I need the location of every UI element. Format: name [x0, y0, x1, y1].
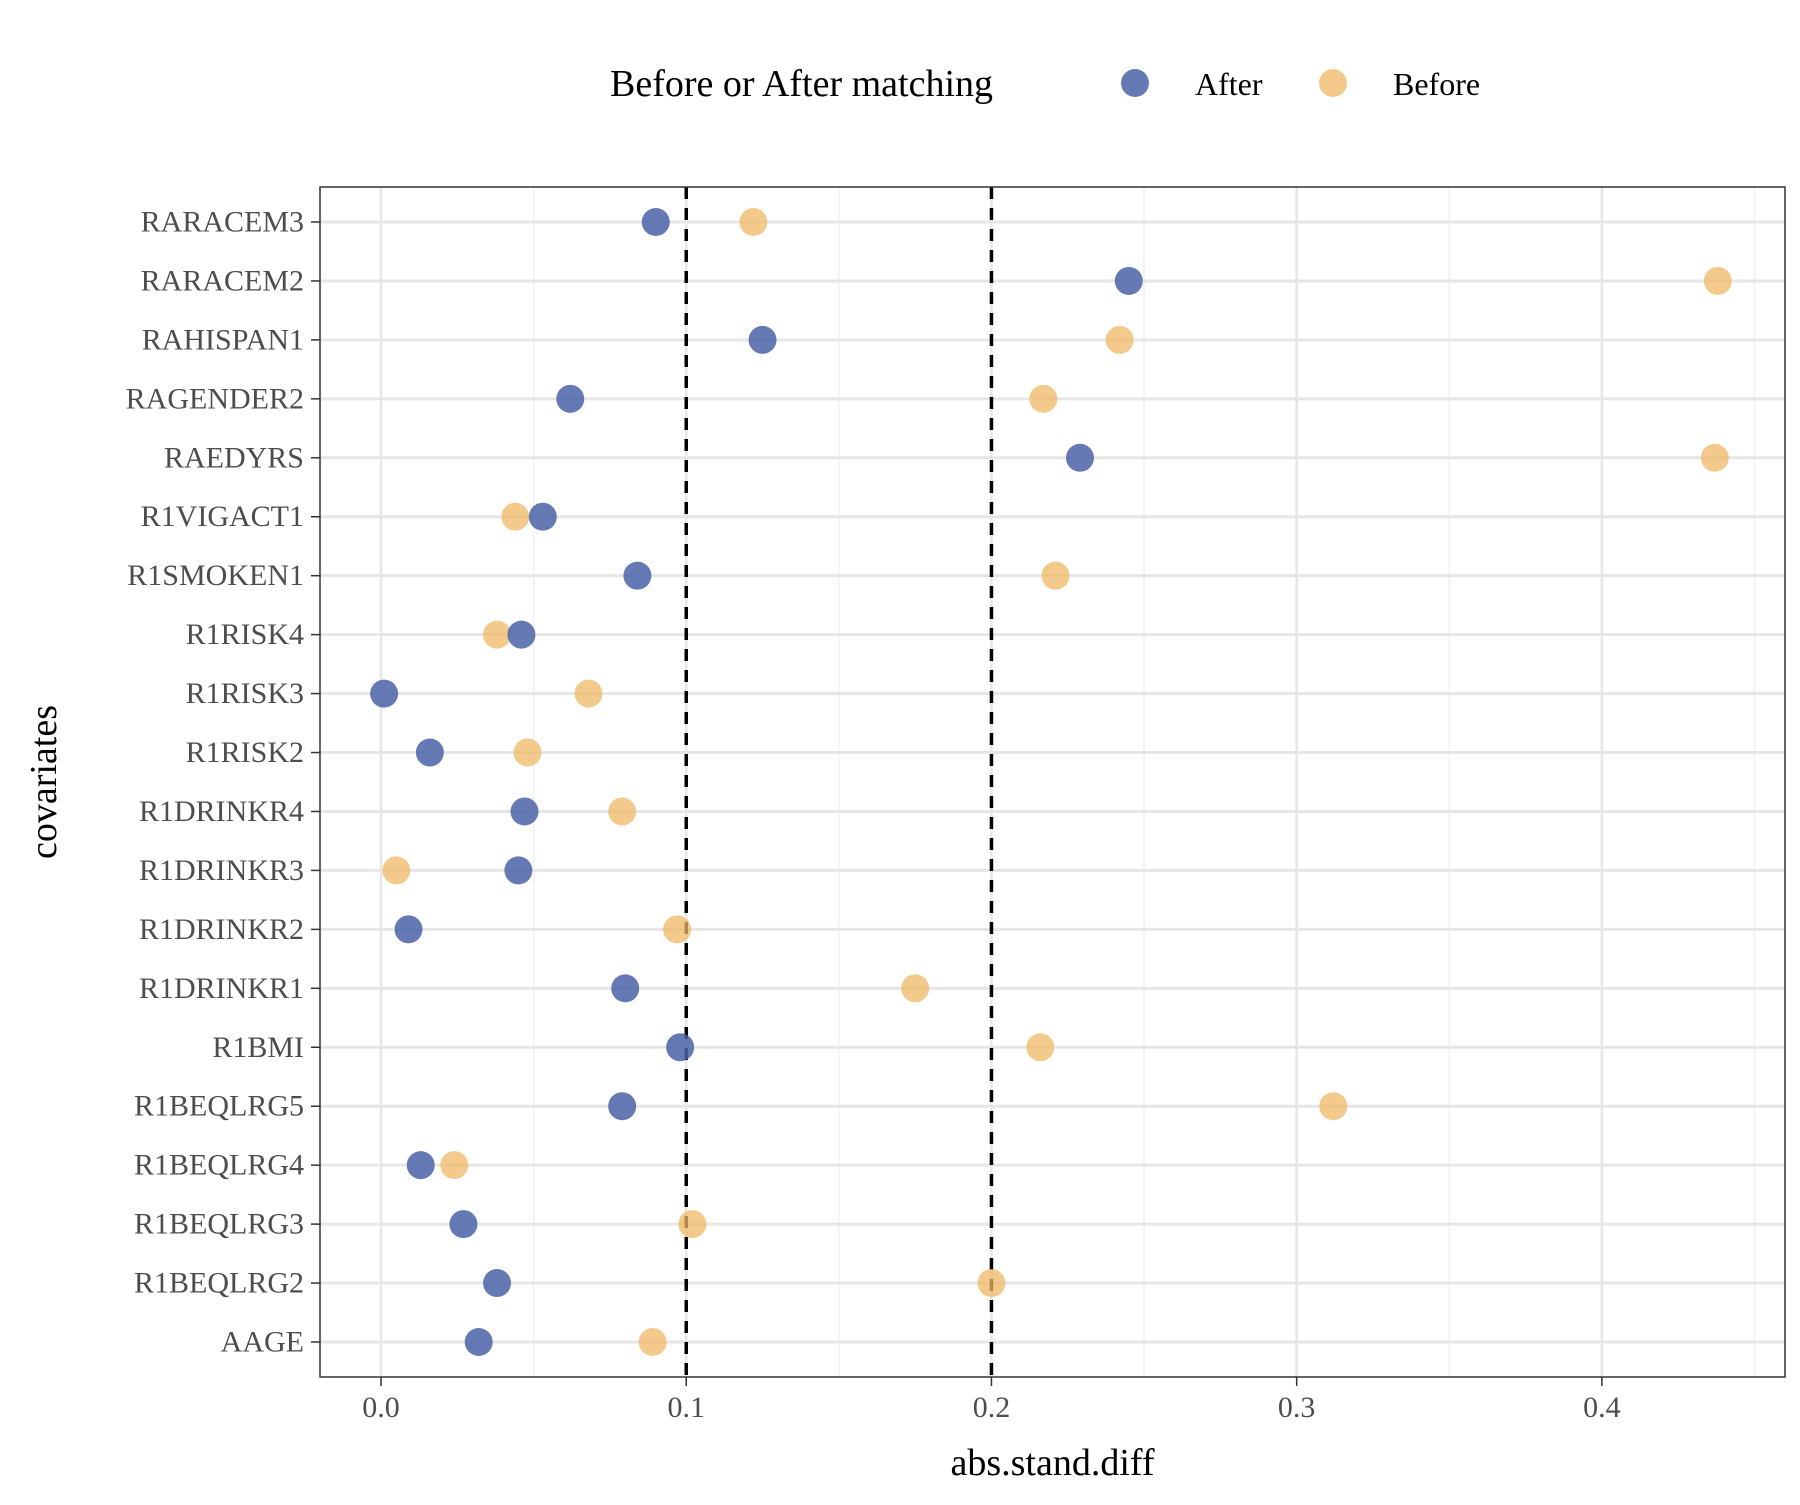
point-after-r1beqlrg3 [449, 1210, 478, 1239]
y-tick-label-r1risk3: R1RISK3 [186, 677, 304, 710]
x-tick-label: 0.0 [362, 1391, 400, 1424]
legend-marker-after [1121, 69, 1149, 97]
point-after-r1risk3 [370, 679, 399, 708]
point-after-r1vigact1 [528, 502, 557, 531]
point-after-r1beqlrg4 [406, 1151, 435, 1180]
y-tick-label-r1beqlrg3: R1BEQLRG3 [134, 1208, 304, 1241]
point-before-r1beqlrg3 [678, 1210, 707, 1239]
point-after-raracem3 [641, 208, 670, 236]
point-before-r1vigact1 [501, 502, 530, 531]
point-before-raracem2 [1703, 266, 1732, 295]
point-before-r1drinkr1 [901, 974, 930, 1003]
point-before-r1risk2 [513, 738, 542, 767]
point-before-r1beqlrg5 [1319, 1092, 1348, 1121]
point-after-ragender2 [556, 384, 585, 413]
y-tick-label-r1drinkr4: R1DRINKR4 [139, 795, 304, 828]
point-before-r1smoken1 [1041, 561, 1070, 590]
point-before-ragender2 [1029, 384, 1058, 413]
y-tick-label-r1bmi: R1BMI [212, 1031, 304, 1064]
y-axis-title: covariates [23, 705, 65, 859]
y-tick-label-r1beqlrg5: R1BEQLRG5 [134, 1090, 304, 1123]
x-axis-title: abs.stand.diff [950, 1442, 1154, 1484]
point-before-rahispan1 [1105, 325, 1134, 354]
y-tick-label-rahispan1: RAHISPAN1 [142, 323, 304, 356]
legend-label-after: After [1195, 66, 1263, 102]
point-after-r1smoken1 [623, 561, 652, 590]
point-before-raracem3 [739, 208, 768, 236]
y-tick-label-raracem3: RARACEM3 [141, 206, 304, 239]
y-tick-label-raedyrs: RAEDYRS [164, 441, 304, 474]
y-tick-label-r1risk2: R1RISK2 [186, 736, 304, 769]
point-before-aage [638, 1328, 667, 1356]
y-tick-label-ragender2: RAGENDER2 [126, 382, 304, 415]
legend-title: Before or After matching [610, 63, 993, 105]
point-before-r1beqlrg2 [977, 1269, 1006, 1298]
point-before-r1risk4 [483, 620, 512, 649]
point-before-r1beqlrg4 [440, 1151, 469, 1180]
x-tick-label: 0.2 [973, 1391, 1011, 1424]
legend-label-before: Before [1393, 66, 1480, 102]
point-before-r1bmi [1026, 1033, 1055, 1062]
y-tick-label-raracem2: RARACEM2 [141, 264, 304, 297]
y-tick-label-r1drinkr3: R1DRINKR3 [139, 854, 304, 887]
point-before-r1drinkr4 [608, 797, 637, 826]
point-before-r1risk3 [574, 679, 603, 708]
point-after-r1risk4 [507, 620, 536, 649]
point-after-r1drinkr3 [504, 856, 533, 885]
y-tick-label-r1drinkr1: R1DRINKR1 [139, 972, 304, 1005]
reference-lines [684, 187, 994, 1377]
y-tick-label-r1risk4: R1RISK4 [186, 618, 304, 651]
point-after-aage [464, 1328, 493, 1356]
legend: Before or After matching After Before [610, 63, 1480, 105]
x-tick-label: 0.4 [1583, 1391, 1621, 1424]
data-points [370, 208, 1732, 1356]
y-tick-label-aage: AAGE [221, 1326, 304, 1359]
x-axis: 0.0 0.1 0.2 0.3 0.4 [362, 1377, 1621, 1424]
point-after-r1risk2 [415, 738, 444, 767]
point-before-r1drinkr2 [663, 915, 692, 944]
grid [320, 187, 1785, 1377]
y-tick-label-r1vigact1: R1VIGACT1 [141, 500, 304, 533]
point-after-r1drinkr1 [611, 974, 640, 1003]
y-tick-label-r1smoken1: R1SMOKEN1 [127, 559, 304, 592]
point-after-raedyrs [1065, 443, 1094, 472]
panel-border [319, 186, 1786, 1378]
point-after-r1drinkr2 [394, 915, 423, 944]
y-tick-label-r1beqlrg2: R1BEQLRG2 [134, 1267, 304, 1300]
point-after-raracem2 [1114, 266, 1143, 295]
y-tick-label-r1beqlrg4: R1BEQLRG4 [134, 1149, 304, 1182]
x-tick-label: 0.3 [1278, 1391, 1316, 1424]
y-axis: AAGE R1BEQLRG2 R1BEQLRG3 R1BEQLRG4 R1BEQLRG5… [126, 206, 320, 1359]
legend-marker-before [1319, 69, 1347, 97]
x-tick-label: 0.1 [668, 1391, 706, 1424]
point-after-r1drinkr4 [510, 797, 539, 826]
y-tick-label-r1drinkr2: R1DRINKR2 [139, 913, 304, 946]
point-after-r1bmi [666, 1033, 695, 1062]
point-before-r1drinkr3 [382, 856, 411, 885]
point-after-r1beqlrg2 [483, 1269, 512, 1298]
point-before-raedyrs [1700, 443, 1729, 472]
point-after-rahispan1 [748, 325, 777, 354]
point-after-r1beqlrg5 [608, 1092, 637, 1121]
